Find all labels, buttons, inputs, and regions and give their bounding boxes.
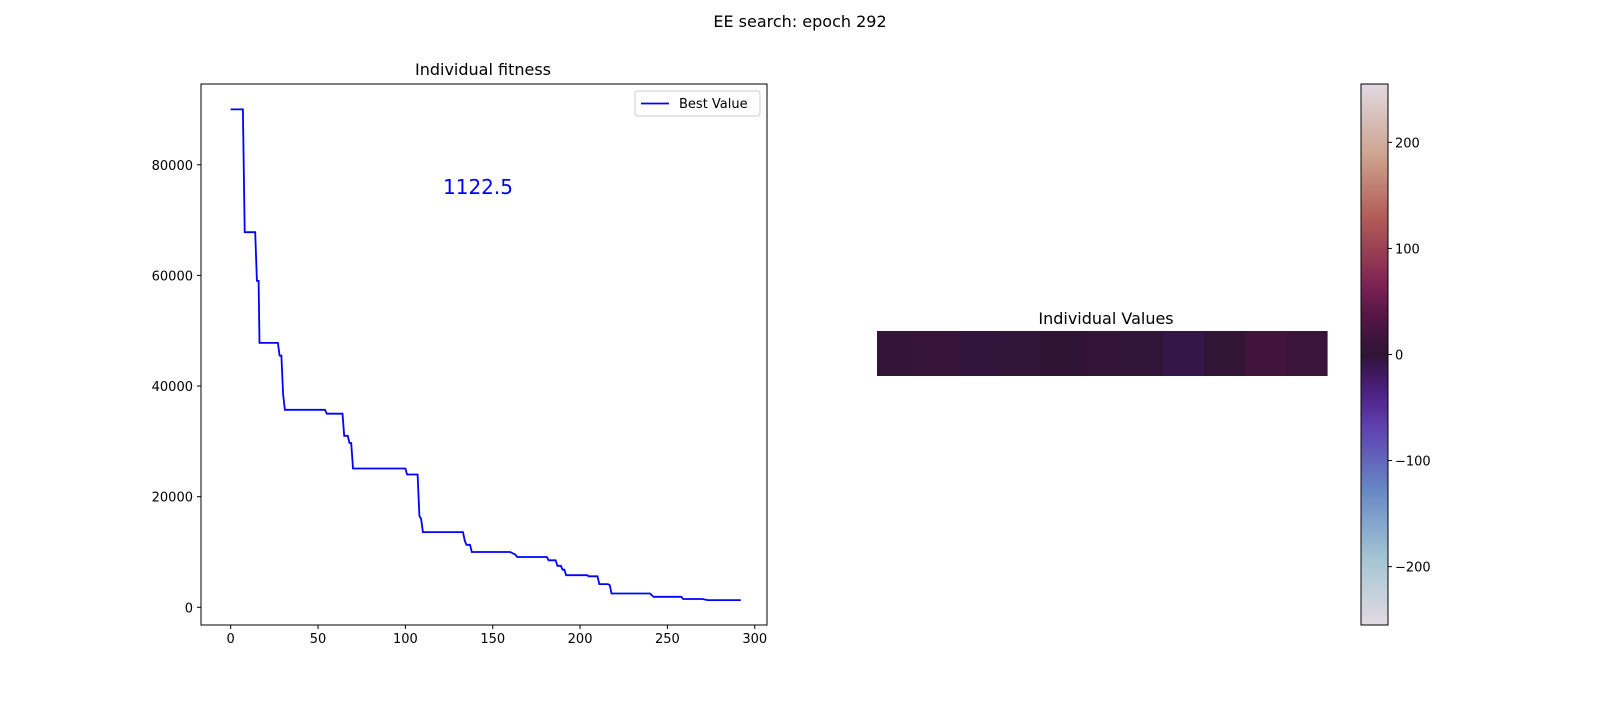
x-tick-label: 0 [227, 632, 235, 647]
colorbar-ticks: 200 100 0 −100 −200 [1388, 136, 1431, 576]
fitness-plot-frame [200, 83, 768, 626]
y-tick-label: 40000 [152, 380, 193, 395]
x-tick-label: 250 [655, 632, 680, 647]
heatmap-cell [1122, 331, 1164, 376]
legend-label-best-value: Best Value [679, 97, 748, 112]
x-tick-label: 150 [480, 632, 505, 647]
heatmap-cell [999, 331, 1042, 376]
colorbar-tick-label: −200 [1395, 561, 1431, 576]
colorbar-tick-label: 100 [1395, 242, 1420, 257]
heatmap-cell [1081, 331, 1124, 376]
heatmap-cell [1163, 331, 1205, 376]
heatmap-cell [1040, 331, 1083, 376]
heatmap-title: Individual Values [1038, 309, 1173, 328]
heatmap-cell [1245, 331, 1287, 376]
colorbar-tick-label: 200 [1395, 136, 1420, 151]
best-value-annotation: 1122.5 [443, 175, 513, 199]
y-tick-label: 60000 [152, 269, 193, 284]
heatmap-cell [958, 331, 1001, 376]
y-tick-label: 0 [185, 601, 193, 616]
x-tick-label: 200 [568, 632, 593, 647]
fitness-chart-title: Individual fitness [415, 60, 551, 79]
best-value-series-line [230, 108, 741, 601]
heatmap-cell [877, 331, 919, 376]
heatmap-cell [1286, 331, 1328, 376]
x-tick-label: 50 [310, 632, 327, 647]
legend-box [634, 90, 761, 117]
x-tick-label: 100 [393, 632, 418, 647]
colorbar: 200 100 0 −100 −200 [1360, 83, 1431, 626]
colorbar-tick-label: 0 [1395, 349, 1403, 364]
figure-suptitle: EE search: epoch 292 [713, 12, 886, 31]
heatmap-cells [877, 331, 1328, 376]
fitness-chart: Individual fitness 0 50 100 150 200 250 300 0 20… [152, 60, 768, 647]
heatmap-cell [1204, 331, 1246, 376]
individual-values-heatmap: Individual Values [877, 309, 1328, 376]
y-tick-label: 20000 [152, 491, 193, 506]
heatmap-cell [917, 331, 960, 376]
colorbar-gradient [1361, 84, 1388, 625]
y-tick-label: 80000 [152, 159, 193, 174]
fitness-legend: Best Value [634, 90, 761, 117]
fitness-axis-ticks: 0 50 100 150 200 250 300 0 20000 40000 60000 80000 [152, 159, 768, 647]
colorbar-tick-label: −100 [1395, 455, 1431, 470]
x-tick-label: 300 [742, 632, 767, 647]
